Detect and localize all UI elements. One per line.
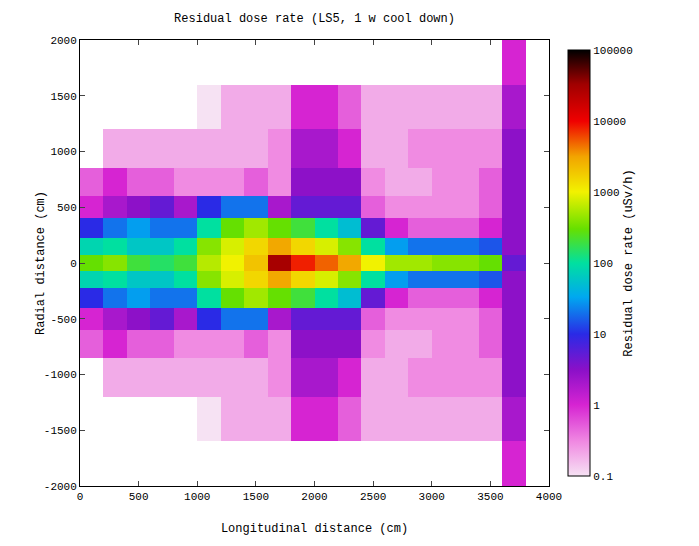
svg-text:0.1: 0.1 (593, 471, 613, 483)
svg-text:500: 500 (129, 491, 149, 503)
svg-text:1000: 1000 (184, 491, 210, 503)
svg-text:Longitudinal distance (cm): Longitudinal distance (cm) (221, 522, 408, 536)
svg-text:500: 500 (57, 202, 77, 214)
svg-text:3000: 3000 (419, 491, 445, 503)
svg-text:100000: 100000 (593, 45, 633, 57)
svg-text:100: 100 (593, 258, 613, 270)
svg-text:-500: -500 (50, 314, 76, 326)
svg-text:Residual dose rate (LS5, 1 w c: Residual dose rate (LS5, 1 w cool down) (174, 12, 455, 26)
svg-text:Residual dose rate (uSv/h): Residual dose rate (uSv/h) (622, 169, 636, 356)
svg-text:3500: 3500 (477, 491, 503, 503)
svg-text:2000: 2000 (301, 491, 327, 503)
svg-text:4000: 4000 (536, 491, 562, 503)
svg-text:-1500: -1500 (44, 425, 77, 437)
svg-text:2000: 2000 (50, 35, 76, 47)
svg-text:1000: 1000 (50, 146, 76, 158)
svg-text:1000: 1000 (593, 187, 619, 199)
svg-text:0: 0 (77, 491, 84, 503)
svg-text:Radial distance (cm): Radial distance (cm) (34, 191, 48, 335)
svg-text:1: 1 (593, 400, 600, 412)
svg-text:-2000: -2000 (44, 481, 77, 493)
svg-text:0: 0 (70, 258, 77, 270)
svg-text:10000: 10000 (593, 116, 626, 128)
svg-text:-1000: -1000 (44, 369, 77, 381)
svg-text:2500: 2500 (360, 491, 386, 503)
svg-text:10: 10 (593, 329, 606, 341)
svg-text:1500: 1500 (243, 491, 269, 503)
svg-text:1500: 1500 (50, 91, 76, 103)
